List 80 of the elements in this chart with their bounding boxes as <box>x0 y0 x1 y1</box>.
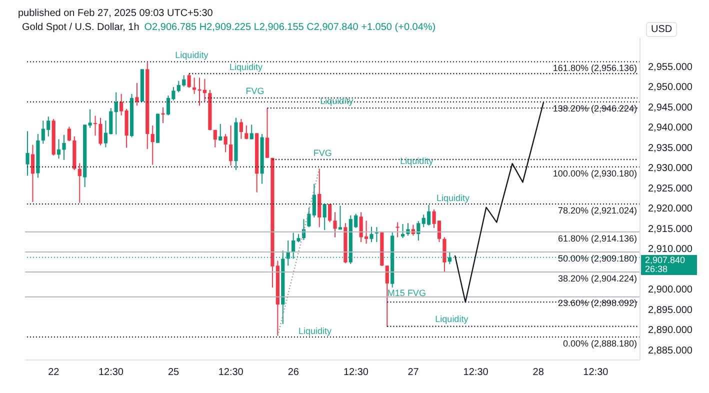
ref-line-label: 78.20% (2,921.024) <box>558 205 637 216</box>
y-tick-label: 2,940.000 <box>648 122 693 134</box>
y-tick-label: 2,900.000 <box>648 284 693 296</box>
chart-title: Gold Spot / U.S. Dollar, 1h <box>22 22 140 33</box>
x-tick-label: 12:30 <box>583 367 609 378</box>
candlestick <box>218 123 222 141</box>
candlestick <box>318 168 322 228</box>
ref-line-label: 50.00% (2,909.180) <box>558 253 637 264</box>
candlestick <box>135 82 139 106</box>
candlestick <box>442 236 446 273</box>
candlestick <box>98 117 102 146</box>
candlestick <box>250 124 254 140</box>
y-tick-label: 2,910.000 <box>648 244 693 256</box>
x-tick-label: 26 <box>288 367 300 378</box>
candlestick <box>30 144 35 203</box>
x-tick-label: 28 <box>532 367 544 378</box>
candlestick <box>93 115 98 136</box>
chart-subtitle: O2,906.785 H2,909.225 L2,906.155 C2,907.840 +1.050 (+0.04%) <box>144 22 436 33</box>
annotation: Liquidity <box>435 314 468 324</box>
x-tick-label: 25 <box>168 367 180 378</box>
ref-line-label: 23.60% (2,898.092) <box>558 298 637 308</box>
x-tick-label: 12:30 <box>218 367 244 378</box>
text: published on Feb 27, 2025 09:03 UTC+5:30 <box>18 8 213 19</box>
candlestick <box>161 106 165 124</box>
x-tick-label: 27 <box>408 367 420 378</box>
text: 26:38 <box>645 264 668 274</box>
y-axis-title: USD <box>646 22 678 37</box>
candlestick <box>150 124 154 166</box>
candlestick <box>385 265 389 328</box>
ref-line-label: 138.20% (2,946.224) <box>552 103 637 114</box>
ref-line-label: 100.00% (2,930.180) <box>552 168 637 178</box>
candlestick <box>26 130 30 176</box>
ref-line-label: 38.20% (2,904.224) <box>558 273 637 284</box>
candlestick <box>78 162 82 204</box>
x-tick-label: 22 <box>48 367 60 378</box>
y-tick-label: 2,935.000 <box>648 142 693 154</box>
annotation: Liquidity <box>298 326 332 336</box>
annotation: Liquidity <box>320 96 354 106</box>
annotation: FVG <box>246 86 264 96</box>
y-tick-label: 2,925.000 <box>648 183 693 194</box>
candlestick <box>265 108 270 158</box>
ref-line-label: 0.00% (2,888.180) <box>562 338 637 348</box>
candlestick <box>322 204 326 230</box>
candlestick <box>374 226 379 243</box>
candlestick <box>400 223 405 239</box>
x-tick-label: 12:30 <box>463 367 489 378</box>
y-tick-label: 2,945.000 <box>648 102 693 114</box>
annotation: Liquidity <box>175 50 208 60</box>
candlestick <box>213 129 217 148</box>
annotation: M15 FVG <box>387 288 426 298</box>
y-tick-label: 2,920.000 <box>648 204 693 215</box>
y-tick-label: 2,915.000 <box>648 224 693 235</box>
candlestick <box>370 226 374 243</box>
annotation: Liquidity <box>229 62 263 72</box>
y-tick-label: 2,895.000 <box>648 304 693 316</box>
candlestick <box>396 222 400 238</box>
candlestick <box>239 118 244 140</box>
candlestick <box>228 124 233 166</box>
candlestick <box>88 108 92 128</box>
candlestick <box>224 133 228 153</box>
candlestick <box>114 92 118 135</box>
ref-line-label: 61.80% (2,914.136) <box>558 233 637 244</box>
y-tick-label: 2,885.000 <box>648 345 693 356</box>
y-tick-label: 2,890.000 <box>648 325 693 336</box>
y-tick-label: 2,955.000 <box>648 62 693 73</box>
y-tick-label: 2,950.000 <box>648 82 693 94</box>
annotation: Liquidity <box>400 156 434 166</box>
candlestick <box>333 212 337 238</box>
candlestick <box>187 73 191 88</box>
candlestick <box>67 126 72 142</box>
ref-line-label: 161.80% (2,956.136) <box>552 63 637 74</box>
text: 2,907.840 <box>645 255 686 266</box>
y-tick-label: 2,930.000 <box>648 163 693 174</box>
annotation: FVG <box>313 148 332 158</box>
x-tick-label: 12:30 <box>98 367 124 378</box>
annotation: Liquidity <box>436 193 470 204</box>
candlestick <box>328 204 332 223</box>
candlestick <box>244 124 248 140</box>
x-tick-label: 12:30 <box>343 367 369 378</box>
candlestick <box>338 205 342 230</box>
